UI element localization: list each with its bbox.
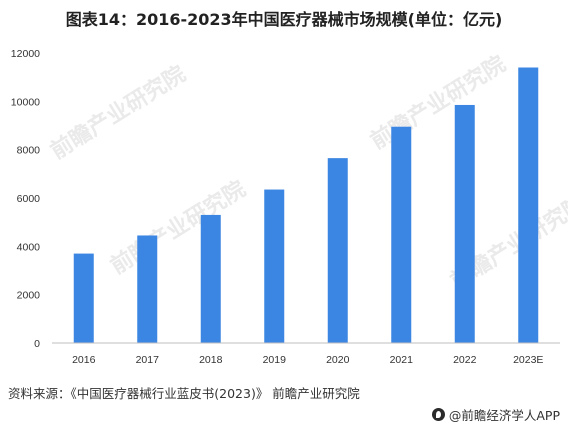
y-tick-label: 8000	[17, 145, 41, 157]
brand-logo-icon	[431, 408, 445, 421]
bar-2020	[327, 158, 348, 343]
source-note: 资料来源：《中国医疗器械行业蓝皮书(2023)》 前瞻产业研究院	[8, 386, 360, 401]
y-tick-label: 2000	[17, 290, 41, 302]
y-tick-label: 4000	[17, 241, 41, 253]
x-tick-label: 2023E	[513, 354, 543, 366]
bar-2018	[200, 214, 221, 343]
x-axis-ticks: 2016 2017 2018 2019 2020 2021 2022 2023E	[72, 354, 543, 366]
bar-2019	[264, 189, 285, 343]
brand-credit: @前瞻经济学人APP	[431, 405, 560, 424]
brand-text: @前瞻经济学人APP	[448, 408, 560, 423]
bars	[73, 67, 539, 343]
bar-2022	[454, 104, 475, 343]
bar-2021	[391, 126, 412, 343]
x-tick-label: 2017	[136, 354, 160, 366]
bar-2016	[73, 253, 94, 343]
y-tick-label: 12000	[11, 48, 40, 60]
y-tick-label: 10000	[11, 96, 40, 108]
x-tick-label: 2021	[390, 354, 414, 366]
bar-2023E	[518, 67, 539, 343]
bar-2017	[137, 235, 158, 343]
x-tick-label: 2019	[263, 354, 287, 366]
y-tick-label: 6000	[17, 193, 41, 205]
chart-title: 图表14：2016-2023年中国医疗器械市场规模(单位：亿元)	[65, 10, 503, 29]
x-tick-label: 2016	[72, 354, 96, 366]
x-tick-label: 2022	[453, 354, 477, 366]
x-tick-label: 2020	[326, 354, 350, 366]
y-tick-label: 0	[34, 338, 40, 350]
x-tick-label: 2018	[199, 354, 223, 366]
y-axis-ticks: 0 2000 4000 6000 8000 10000 12000	[11, 48, 40, 350]
